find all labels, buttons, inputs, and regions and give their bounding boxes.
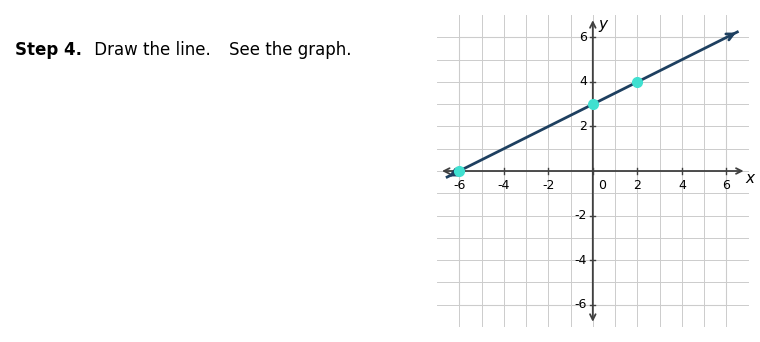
Text: -6: -6	[575, 298, 587, 311]
Text: y: y	[598, 17, 607, 32]
Text: -2: -2	[575, 209, 587, 222]
Bar	[459, 38, 727, 304]
Text: -4: -4	[498, 179, 510, 192]
Text: 4: 4	[579, 76, 587, 89]
Text: 6: 6	[579, 31, 587, 44]
Text: -4: -4	[575, 253, 587, 266]
Text: 2: 2	[633, 179, 641, 192]
Text: 6: 6	[723, 179, 730, 192]
Text: 4: 4	[678, 179, 686, 192]
Text: See the graph.: See the graph.	[229, 41, 351, 59]
Text: -2: -2	[542, 179, 555, 192]
Text: 0: 0	[598, 179, 606, 192]
Text: Step 4.: Step 4.	[15, 41, 82, 59]
Text: -6: -6	[453, 179, 465, 192]
Text: Draw the line.: Draw the line.	[89, 41, 211, 59]
Text: 2: 2	[579, 120, 587, 133]
Text: x: x	[746, 171, 754, 186]
